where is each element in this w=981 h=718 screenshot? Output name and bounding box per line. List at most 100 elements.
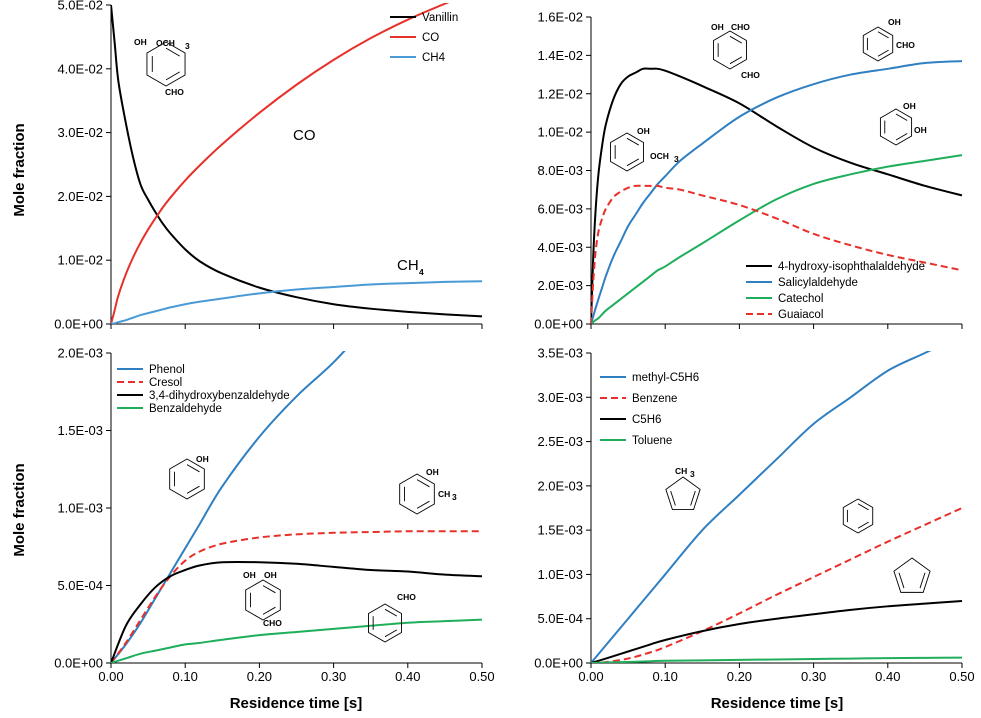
ring-double-bond xyxy=(416,500,430,509)
y-tick-label: 2.0E-03 xyxy=(57,346,103,361)
panel-2: 0.0E+00 2.0E-03 4.0E-03 6.0E-03 8.0E-03 1.0E-… xyxy=(534,10,963,332)
y-tick-label: 5.0E-02 xyxy=(57,0,103,13)
molecule-structure xyxy=(842,498,874,534)
molecule-structure: OH OH CHO xyxy=(243,570,282,628)
panel-1: 0.0E+00 1.0E-02 2.0E-02 3.0E-02 4.0E-02 5.0E-… xyxy=(54,0,483,332)
series-line-4-hydroxy-isophthalaldehyde xyxy=(591,67,963,324)
y-tick-label: 1.4E-02 xyxy=(537,48,583,63)
ring-outline xyxy=(842,498,874,534)
y-tick-label: 0.0E+00 xyxy=(54,317,103,332)
ring-double-bond xyxy=(186,485,200,494)
molecule-structure: CHO xyxy=(368,592,416,643)
x-axis-title-left: Residence time [s] xyxy=(230,695,363,712)
chem-label: CHO xyxy=(741,70,760,80)
annotation-label: CO xyxy=(293,127,316,144)
legend-label: Cresol xyxy=(149,377,182,389)
chem-label: 3 xyxy=(452,492,457,502)
molecule-structure: OH OCH 3 CHO xyxy=(134,37,190,97)
x-tick-label: 0.40 xyxy=(875,669,900,684)
ring-double-bond xyxy=(262,585,276,594)
chem-label: OH xyxy=(903,101,916,111)
chem-label: OH xyxy=(637,126,650,136)
chem-label: OH xyxy=(196,454,209,464)
ring-outline xyxy=(245,579,281,621)
series-line-methyl-c5h6 xyxy=(591,351,932,663)
ring-double-bond xyxy=(262,606,276,615)
y-tick-label: 2.0E-03 xyxy=(537,278,583,293)
chem-label: OH xyxy=(888,17,901,27)
x-tick-label: 0.00 xyxy=(578,669,603,684)
x-tick-label: 0.30 xyxy=(801,669,826,684)
molecule-structure: OH CHO CHO xyxy=(711,22,760,80)
annotation-label: 4 xyxy=(419,267,424,277)
ring-double-bond xyxy=(165,47,180,57)
x-tick-label: 0.20 xyxy=(247,669,272,684)
chem-label: CH xyxy=(675,466,687,476)
chem-label: OCH xyxy=(156,38,175,48)
x-tick-label: 0.00 xyxy=(98,669,123,684)
x-tick-label: 0.10 xyxy=(173,669,198,684)
ring-double-bond xyxy=(895,113,908,121)
chem-label: 3 xyxy=(185,41,190,51)
molecule-structure: OH CHO xyxy=(862,17,915,62)
ring-double-bond xyxy=(670,490,676,506)
molecule-structure: OH CH 3 xyxy=(399,467,457,515)
legend-label: Vanillin xyxy=(422,12,458,24)
y-tick-label: 3.0E-03 xyxy=(537,390,583,405)
chem-label: OH xyxy=(243,570,256,580)
ring-double-bond xyxy=(729,56,743,65)
chem-label: CHO xyxy=(896,40,915,50)
ring-double-bond xyxy=(857,521,869,529)
chem-label: CHO xyxy=(731,22,750,32)
legend-label: Catechol xyxy=(778,293,823,305)
annotation-label: CH xyxy=(397,257,419,274)
ring-double-bond xyxy=(919,572,926,589)
y-tick-label: 1.0E-03 xyxy=(57,501,103,516)
series-line-salicylaldehyde xyxy=(591,60,963,324)
series-line-benzaldehyde xyxy=(111,618,483,663)
chem-label: CHO xyxy=(165,87,184,97)
y-tick-label: 6.0E-03 xyxy=(537,201,583,216)
ring-outline xyxy=(893,557,931,593)
molecule-structure: OH xyxy=(169,454,209,500)
y-tick-label: 5.0E-04 xyxy=(57,578,103,593)
ring-outline xyxy=(879,108,913,146)
y-tick-label: 4.0E-03 xyxy=(537,240,583,255)
ring-double-bond xyxy=(626,158,640,167)
series-line-catechol xyxy=(591,154,963,324)
ring-double-bond xyxy=(877,49,889,57)
y-tick-label: 5.0E-04 xyxy=(537,611,583,626)
x-tick-label: 0.30 xyxy=(321,669,346,684)
x-tick-label: 0.50 xyxy=(949,669,974,684)
y-tick-label: 0.0E+00 xyxy=(54,656,103,671)
x-tick-label: 0.20 xyxy=(727,669,752,684)
ring-double-bond xyxy=(729,35,743,44)
series-line-phenol xyxy=(111,351,346,663)
legend-label: 4-hydroxy-isophthalaldehyde xyxy=(778,261,925,273)
ring-double-bond xyxy=(384,608,398,617)
legend-label: 3,4-dihydroxybenzaldehyde xyxy=(149,390,290,402)
y-axis-title-top: Mole fraction xyxy=(11,123,28,216)
ring-double-bond xyxy=(186,464,200,473)
y-tick-label: 1.0E-03 xyxy=(537,567,583,582)
ring-outline xyxy=(399,473,435,515)
ring-double-bond xyxy=(690,490,696,506)
ring-double-bond xyxy=(857,503,869,511)
y-tick-label: 8.0E-03 xyxy=(537,163,583,178)
chem-label: OH xyxy=(711,22,724,32)
molecule-structure: OH OH xyxy=(879,101,927,146)
chem-label: OH xyxy=(134,37,147,47)
molecule-structure: CH 3 xyxy=(665,466,701,511)
ring-double-bond xyxy=(895,133,908,141)
ring-outline xyxy=(713,30,747,70)
ring-outline xyxy=(862,26,894,62)
y-tick-label: 1.0E-02 xyxy=(537,125,583,140)
y-tick-label: 2.0E-03 xyxy=(537,478,583,493)
y-tick-label: 0.0E+00 xyxy=(534,317,583,332)
series-line-benzene xyxy=(591,507,963,663)
y-tick-label: 1.6E-02 xyxy=(537,10,583,25)
chem-label: CHO xyxy=(397,592,416,602)
y-tick-label: 1.2E-02 xyxy=(537,86,583,101)
x-tick-label: 0.40 xyxy=(395,669,420,684)
